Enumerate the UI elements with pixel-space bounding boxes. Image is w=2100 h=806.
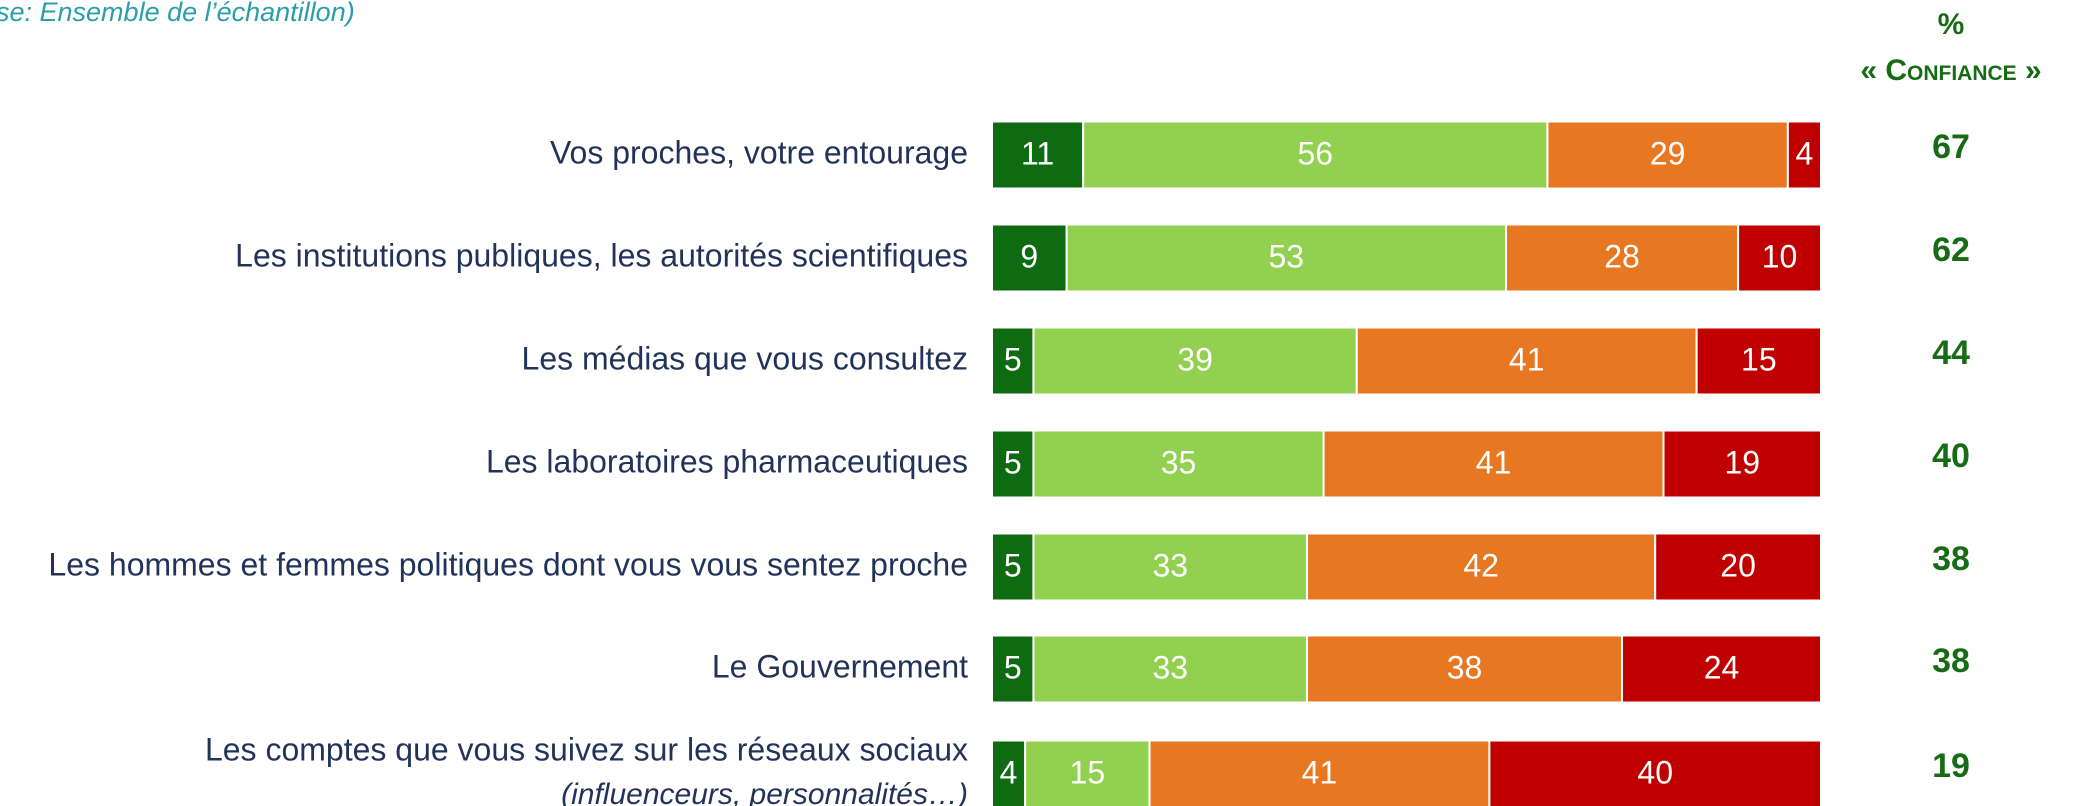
value-label: 40 — [1637, 754, 1673, 790]
category-label: Le Gouvernement — [712, 648, 968, 684]
value-label: 15 — [1741, 341, 1777, 377]
value-label: 20 — [1720, 547, 1756, 583]
bar-segment — [991, 634, 1035, 704]
bar-segment — [1786, 120, 1822, 190]
value-label: 28 — [1604, 238, 1640, 274]
category-label: Les institutions publiques, les autorité… — [235, 237, 968, 273]
total-header: « Confiance » — [1860, 54, 2041, 87]
value-label: 53 — [1268, 238, 1304, 274]
value-label: 11 — [1021, 135, 1054, 171]
category-label: Les laboratoires pharmaceutiques — [486, 443, 968, 479]
value-label: 15 — [1070, 754, 1106, 790]
value-label: 24 — [1704, 649, 1740, 685]
bar-segment — [1065, 223, 1507, 293]
value-label: 10 — [1762, 238, 1798, 274]
value-label: 41 — [1302, 754, 1338, 790]
value-label: 19 — [1724, 444, 1760, 480]
bar-segment — [991, 223, 1068, 293]
bar-segment — [1024, 739, 1151, 806]
value-label: 5 — [1004, 444, 1022, 480]
value-label: 56 — [1298, 135, 1334, 171]
value-label: 5 — [1004, 649, 1022, 685]
bar-segment — [991, 532, 1035, 602]
total-value: 38 — [1932, 642, 1970, 680]
value-label: 41 — [1476, 444, 1512, 480]
bar-segment — [1082, 120, 1549, 190]
bar-segment — [991, 429, 1035, 499]
bar-segment — [1662, 429, 1822, 499]
bar-segment — [1654, 532, 1822, 602]
total-value: 67 — [1932, 128, 1970, 166]
value-label: 38 — [1447, 649, 1483, 685]
bar-segment — [1546, 120, 1789, 190]
bar-segment — [1032, 429, 1325, 499]
bar-segment — [1032, 634, 1309, 704]
value-label: 41 — [1509, 341, 1545, 377]
bar-segment — [1032, 326, 1358, 396]
total-value: 38 — [1932, 540, 1970, 578]
bar-segment — [1306, 634, 1624, 704]
subtitle: se: Ensemble de l’échantillon) — [0, 0, 355, 27]
bar-segment — [1306, 532, 1657, 602]
bar-segment — [1737, 223, 1822, 293]
total-header: % — [1938, 8, 1965, 41]
category-note: (influenceurs, personnalités…) — [561, 778, 968, 806]
bar-segment — [1621, 634, 1823, 704]
value-label: 35 — [1161, 444, 1197, 480]
value-label: 33 — [1152, 649, 1188, 685]
value-label: 4 — [1796, 135, 1814, 171]
total-value: 40 — [1932, 437, 1970, 475]
category-label: Les médias que vous consultez — [522, 340, 968, 376]
bar-segment — [991, 326, 1035, 396]
bar-segment — [1504, 223, 1740, 293]
bar-segment — [1148, 739, 1491, 806]
total-value: 44 — [1932, 334, 1970, 372]
value-label: 29 — [1650, 135, 1686, 171]
value-label: 5 — [1004, 547, 1022, 583]
value-label: 42 — [1463, 547, 1499, 583]
value-label: 33 — [1152, 547, 1188, 583]
bar-segment — [1488, 739, 1823, 806]
bar-segment — [1032, 532, 1309, 602]
bar-segment — [1695, 326, 1823, 396]
category-label: Vos proches, votre entourage — [550, 134, 968, 170]
category-label: Les comptes que vous suivez sur les rése… — [205, 731, 968, 767]
total-value: 19 — [1932, 747, 1970, 785]
value-label: 5 — [1004, 341, 1022, 377]
value-label: 9 — [1020, 238, 1038, 274]
value-label: 39 — [1177, 341, 1213, 377]
total-value: 62 — [1932, 231, 1970, 269]
category-label: Les hommes et femmes politiques dont vou… — [48, 546, 968, 582]
bar-segment — [991, 120, 1085, 190]
value-label: 4 — [1000, 754, 1018, 790]
